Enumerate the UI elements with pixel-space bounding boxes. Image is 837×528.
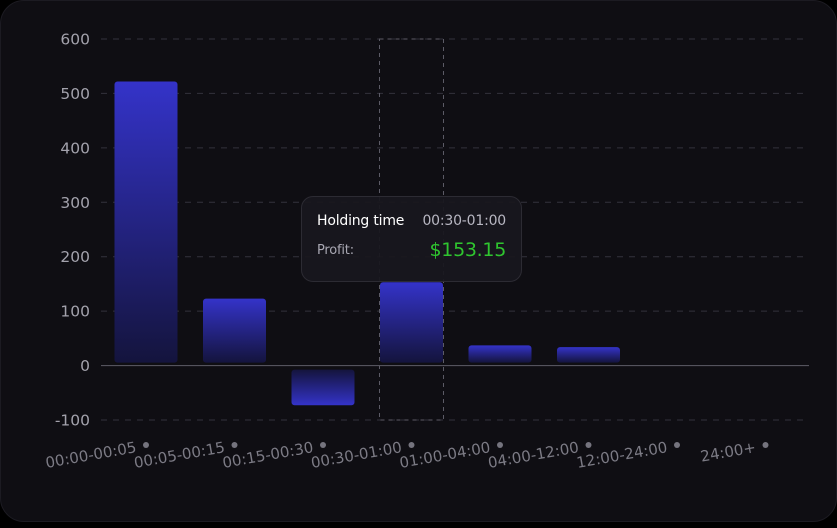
y-tick-label: 0	[80, 357, 90, 375]
bars	[114, 81, 620, 406]
category-dot	[762, 442, 769, 448]
category-dot	[143, 442, 149, 448]
bar-00:30-01:00[interactable]	[380, 282, 443, 363]
tooltip-value-row: Profit: $153.15	[317, 239, 506, 261]
tooltip-profit-label: Profit:	[317, 242, 354, 258]
y-tick-label: 600	[60, 31, 90, 49]
x-category: 24:00+	[699, 438, 769, 466]
x-category-label: 24:00+	[699, 438, 757, 465]
y-tick-label: 500	[60, 85, 90, 103]
bar-00:05-00:15[interactable]	[203, 298, 266, 363]
tooltip-range: 00:30-01:00	[422, 213, 506, 229]
category-dot	[674, 442, 680, 448]
y-tick-label: 300	[60, 194, 90, 212]
category-dot	[320, 442, 326, 448]
y-tick-label: 400	[60, 139, 90, 157]
category-dot	[585, 442, 592, 448]
tooltip-profit-value: $153.15	[429, 239, 507, 261]
y-tick-label: -100	[55, 412, 90, 430]
category-dot	[497, 442, 503, 448]
y-tick-label: 100	[60, 303, 90, 321]
tooltip-title: Holding time	[317, 213, 405, 229]
y-tick-label: 200	[60, 248, 90, 266]
bar-00:00-00:05[interactable]	[114, 81, 178, 363]
bar-04:00-12:00[interactable]	[557, 347, 620, 363]
tooltip-header-row: Holding time 00:30-01:00	[317, 213, 506, 229]
y-axis-ticks: 600 500 400 300 200 100 0 -100	[55, 31, 90, 430]
category-dot	[231, 442, 238, 448]
profit-tooltip: Holding time 00:30-01:00 Profit: $153.15	[301, 196, 522, 282]
x-axis-categories: 00:00-00:0500:05-00:1500:15-00:3000:30-0…	[44, 438, 769, 472]
bar-00:15-00:30[interactable]	[291, 369, 355, 406]
bar-01:00-04:00[interactable]	[468, 345, 532, 363]
category-dot	[408, 442, 415, 448]
x-category-label: 00:00-00:05	[44, 438, 138, 472]
